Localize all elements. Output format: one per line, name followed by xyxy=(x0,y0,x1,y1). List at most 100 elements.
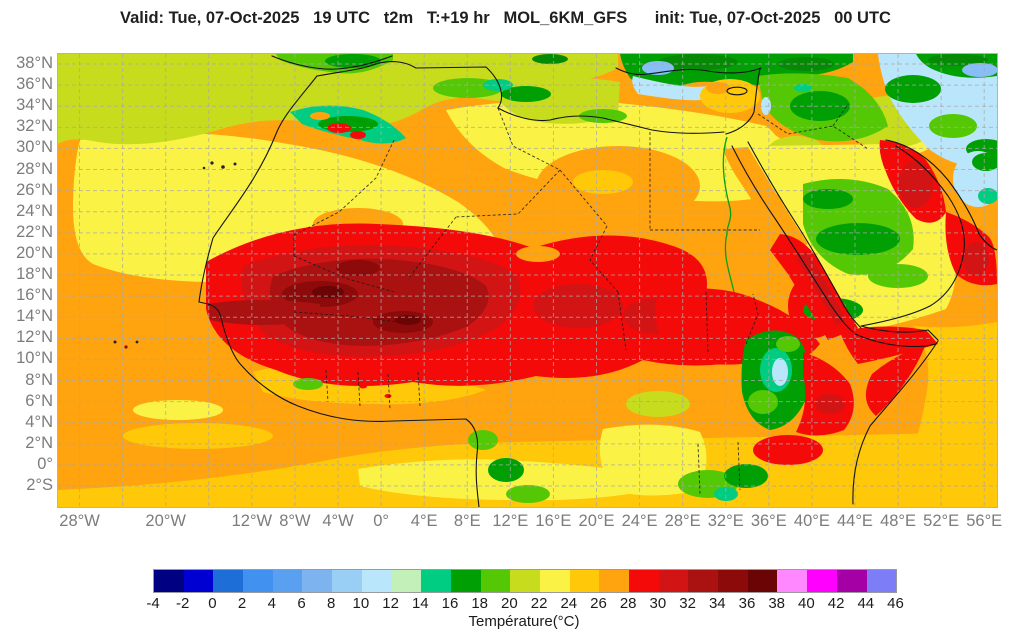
y-tick-label: 2°S xyxy=(26,476,53,495)
x-tick-label: 32°E xyxy=(707,512,744,530)
colorbar-segment xyxy=(747,570,778,592)
y-tick-label: 2°N xyxy=(25,433,53,452)
y-tick-label: 18°N xyxy=(16,265,53,284)
colorbar-tick-label: 18 xyxy=(471,595,489,612)
x-tick-label: 0° xyxy=(373,512,389,530)
x-tick-label: 56°E xyxy=(966,512,1003,530)
colorbar-tick-label: 4 xyxy=(267,595,276,612)
x-tick-label: 16°E xyxy=(535,512,572,530)
y-tick-label: 28°N xyxy=(16,159,53,178)
colorbar-tick-label: -4 xyxy=(146,595,160,612)
colorbar-segment xyxy=(302,570,333,592)
x-tick-label: 48°E xyxy=(880,512,917,530)
colorbar-tick-label: 8 xyxy=(327,595,336,612)
colorbar-tick-label: 14 xyxy=(411,595,429,612)
colorbar-tick-label: 30 xyxy=(649,595,667,612)
graticule-layer xyxy=(58,54,997,507)
y-tick-label: 20°N xyxy=(16,243,53,262)
y-tick-label: 12°N xyxy=(16,328,53,347)
temperature-map xyxy=(58,54,1006,508)
colorbar-tick-label: 42 xyxy=(827,595,845,612)
colorbar-tick-label: 12 xyxy=(382,595,399,612)
colorbar-tick-label: 24 xyxy=(560,595,578,612)
colorbar-tick-label: 22 xyxy=(530,595,548,612)
y-tick-label: 34°N xyxy=(16,96,53,115)
y-tick-label: 4°N xyxy=(25,412,53,431)
colorbar-segment xyxy=(866,570,897,592)
colorbar-segment xyxy=(658,570,689,592)
page-title: Valid: Tue, 07-Oct-2025 19 UTC t2m T:+19… xyxy=(120,9,891,27)
colorbar-segment xyxy=(332,570,362,592)
colorbar-tick-label: 2 xyxy=(237,595,247,612)
y-tick-label: 38°N xyxy=(16,54,53,73)
colorbar-tick-label: 46 xyxy=(887,595,904,612)
y-tick-label: 10°N xyxy=(16,349,53,368)
x-tick-label: 40°E xyxy=(793,512,830,530)
colorbar-segment xyxy=(539,570,570,592)
colorbar-tick-label: 32 xyxy=(679,595,696,612)
x-tick-label: 24°E xyxy=(621,512,658,530)
x-tick-label: 4°W xyxy=(322,512,354,530)
y-tick-label: 36°N xyxy=(16,75,53,94)
colorbar-tick-label: 16 xyxy=(441,595,459,612)
x-tick-label: 8°W xyxy=(279,512,311,530)
x-tick-label: 20°E xyxy=(578,512,615,530)
colorbar-tick-label: 26 xyxy=(590,595,607,612)
x-tick-label: 12°W xyxy=(231,512,273,530)
x-tick-label: 12°E xyxy=(492,512,529,530)
colorbar-segment xyxy=(718,570,748,592)
y-tick-label: 22°N xyxy=(16,222,53,241)
colorbar-segment xyxy=(272,570,303,592)
colorbar-tick-label: 40 xyxy=(798,595,815,612)
colorbar-tick-label: 28 xyxy=(619,595,637,612)
colorbar-tick-label: -2 xyxy=(176,595,190,612)
y-tick-label: 6°N xyxy=(25,391,53,410)
colorbar-segment xyxy=(154,570,184,592)
y-tick-label: 8°N xyxy=(25,370,53,389)
colorbar-segment xyxy=(450,570,481,592)
y-tick-label: 16°N xyxy=(16,286,53,305)
x-tick-label: 8°E xyxy=(453,512,481,530)
colorbar-tick-label: 20 xyxy=(501,595,518,612)
colorbar-tick-label: 34 xyxy=(708,595,726,612)
y-tick-label: 32°N xyxy=(16,117,53,136)
y-tick-label: 24°N xyxy=(16,201,53,220)
colorbar-segment xyxy=(599,570,629,592)
colorbar-segment xyxy=(480,570,511,592)
colorbar-title: Température(°C) xyxy=(468,613,580,630)
colorbar-tick-label: 36 xyxy=(738,595,756,612)
coastlines-layer xyxy=(113,55,998,508)
country-borders-layer xyxy=(293,103,869,495)
colorbar xyxy=(153,569,898,593)
colorbar-segment xyxy=(510,570,540,592)
colorbar-segment xyxy=(421,570,451,592)
colorbar-segment xyxy=(688,570,719,592)
colorbar-tick-label: 6 xyxy=(297,595,306,612)
x-tick-label: 52°E xyxy=(923,512,960,530)
x-tick-label: 4°E xyxy=(410,512,438,530)
x-tick-label: 28°E xyxy=(664,512,701,530)
colorbar-tick-label: 44 xyxy=(857,595,875,612)
colorbar-segment xyxy=(629,570,659,592)
colorbar-segment xyxy=(361,570,392,592)
colorbar-segment xyxy=(183,570,214,592)
x-tick-label: 28°W xyxy=(59,512,100,530)
colorbar-segment xyxy=(807,570,837,592)
y-tick-label: 30°N xyxy=(16,138,53,157)
x-tick-label: 44°E xyxy=(836,512,873,530)
colorbar-tick-label: 0 xyxy=(208,595,217,612)
x-tick-label: 36°E xyxy=(750,512,787,530)
y-tick-label: 26°N xyxy=(16,180,53,199)
temperature-field-layer xyxy=(58,54,1006,507)
colorbar-segment xyxy=(391,570,422,592)
colorbar-segment xyxy=(836,570,867,592)
y-tick-label: 14°N xyxy=(16,307,53,326)
x-tick-label: 20°W xyxy=(145,512,186,530)
colorbar-segment xyxy=(213,570,244,592)
colorbar-segment xyxy=(777,570,808,592)
colorbar-tick-label: 10 xyxy=(352,595,370,612)
colorbar-tick-label: 38 xyxy=(768,595,786,612)
colorbar-segment xyxy=(569,570,600,592)
colorbar-segment xyxy=(243,570,273,592)
y-tick-label: 0° xyxy=(37,454,53,473)
